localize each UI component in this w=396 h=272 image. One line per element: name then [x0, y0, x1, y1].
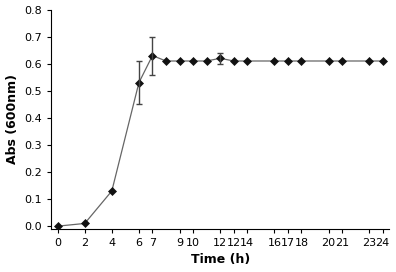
Y-axis label: Abs (600nm): Abs (600nm): [6, 74, 19, 164]
X-axis label: Time (h): Time (h): [190, 254, 250, 267]
